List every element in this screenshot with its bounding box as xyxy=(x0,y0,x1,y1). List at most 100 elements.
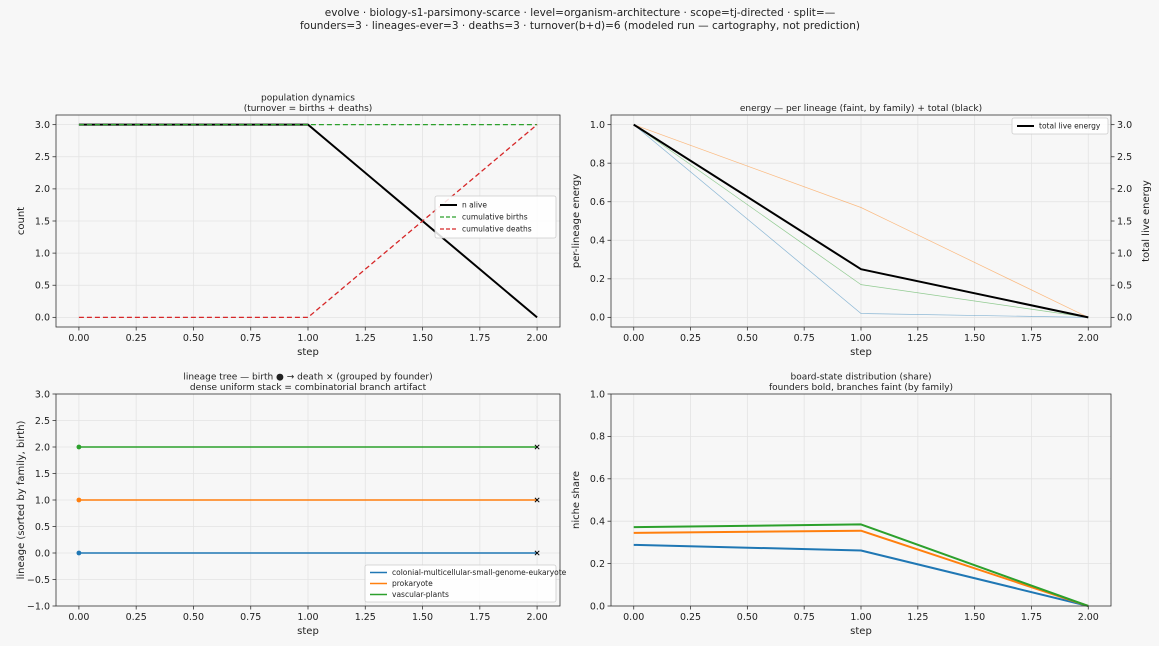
x-tick-label: 2.00 xyxy=(527,612,548,623)
suptitle-line-1: evolve · biology-s1-parsimony-scarce · l… xyxy=(325,7,835,19)
legend-label-0: total live energy xyxy=(1039,122,1101,131)
birth-marker-0 xyxy=(76,550,82,556)
y-tick-label: 0.5 xyxy=(35,281,50,292)
panel-title-line-1: lineage tree — birth ● → death × (groupe… xyxy=(183,373,432,383)
y-tick-label: 1.0 xyxy=(35,248,50,259)
panel-title-line-1: energy — per lineage (faint, by family) … xyxy=(740,104,982,114)
y-tick-label: 0.8 xyxy=(590,158,605,169)
x-axis-label: step xyxy=(850,626,872,637)
x-tick-label: 1.75 xyxy=(1021,612,1042,623)
y-right-tick-label: 3.0 xyxy=(1117,120,1132,131)
y-right-axis-label: total live energy xyxy=(1141,180,1152,262)
x-tick-label: 0.00 xyxy=(68,333,89,344)
x-tick-label: 1.00 xyxy=(297,333,318,344)
panel-title-line-1: board-state distribution (share) xyxy=(790,373,931,383)
legend-label-0: colonial-multicellular-small-genome-euka… xyxy=(392,568,567,577)
legend-box xyxy=(434,195,557,239)
x-tick-label: 0.50 xyxy=(737,612,758,623)
x-tick-label: 2.00 xyxy=(1078,333,1099,344)
y-tick-label: 2.5 xyxy=(35,152,50,163)
x-tick-label: 1.75 xyxy=(469,333,490,344)
y-tick-label: 1.0 xyxy=(590,120,605,131)
y-tick-label: −0.5 xyxy=(27,575,50,586)
x-tick-label: 1.25 xyxy=(907,612,928,623)
legend-label-0: n alive xyxy=(462,201,487,210)
y-tick-label: 0.6 xyxy=(590,197,605,208)
legend-label-1: prokaryote xyxy=(392,579,433,588)
y-tick-label: −1.0 xyxy=(27,601,50,612)
x-tick-label: 1.75 xyxy=(1021,333,1042,344)
x-tick-label: 0.50 xyxy=(737,333,758,344)
series-line-3 xyxy=(633,123,1089,319)
series-line-2 xyxy=(78,124,538,319)
legend-label-1: cumulative births xyxy=(462,213,528,222)
x-tick-label: 0.00 xyxy=(623,333,644,344)
y-tick-label: 0.2 xyxy=(590,559,605,570)
y-tick-label: 1.5 xyxy=(35,216,50,227)
suptitle-line-2: founders=3 · lineages-ever=3 · deaths=3 … xyxy=(300,20,860,32)
x-axis-label: step xyxy=(297,347,319,358)
y-tick-label: 0.0 xyxy=(590,601,605,612)
y-tick-label: 1.0 xyxy=(35,495,50,506)
y-tick-label: 2.0 xyxy=(35,442,50,453)
y-tick-label: 2.5 xyxy=(35,416,50,427)
x-tick-label: 0.75 xyxy=(794,612,815,623)
y-right-tick-label: 0.0 xyxy=(1117,313,1132,324)
y-tick-label: 0.0 xyxy=(590,313,605,324)
legend-box xyxy=(364,564,557,603)
panel-lineage-tree: 0.00 0.25 0.50 0.75 1.00 1.25 1.50 1.75 2.00 −1.0… xyxy=(16,373,567,638)
y-tick-label: 0.8 xyxy=(590,432,605,443)
panel-title-line-2: founders bold, branches faint (by family… xyxy=(769,383,953,393)
series-line-2 xyxy=(633,523,1089,607)
birth-marker-2 xyxy=(76,444,82,450)
x-tick-label: 0.50 xyxy=(183,333,204,344)
panel-title-line-1: population dynamics xyxy=(261,94,355,104)
panel-board-state: 0.00 0.25 0.50 0.75 1.00 1.25 1.50 1.75 2.00 0.0 0… xyxy=(571,373,1112,637)
y-tick-label: 0.6 xyxy=(590,474,605,485)
x-tick-label: 0.00 xyxy=(623,612,644,623)
x-tick-label: 0.75 xyxy=(794,333,815,344)
panel-population: 0.00 0.25 0.50 0.75 1.00 1.25 1.50 1.75 2.00 0.0 0… xyxy=(16,94,561,358)
x-tick-label: 1.25 xyxy=(907,333,928,344)
series-line-2 xyxy=(633,124,1089,318)
panel-energy: 0.00 0.25 0.50 0.75 1.00 1.25 1.50 1.75 2.00 0.0 0… xyxy=(571,104,1152,358)
series-line-0 xyxy=(633,124,1089,318)
x-tick-label: 0.75 xyxy=(240,612,261,623)
x-tick-label: 0.75 xyxy=(240,333,261,344)
x-tick-label: 2.00 xyxy=(527,333,548,344)
x-axis-label: step xyxy=(850,347,872,358)
x-tick-label: 1.50 xyxy=(412,333,433,344)
x-tick-label: 1.50 xyxy=(964,333,985,344)
x-tick-label: 2.00 xyxy=(1078,612,1099,623)
x-tick-label: 0.25 xyxy=(126,333,147,344)
x-tick-label: 1.25 xyxy=(355,612,376,623)
panel-title-line-2: (turnover = births + deaths) xyxy=(244,104,373,114)
x-tick-label: 0.25 xyxy=(680,333,701,344)
x-tick-label: 1.50 xyxy=(964,612,985,623)
legend-box xyxy=(1011,117,1109,135)
x-tick-label: 1.00 xyxy=(850,333,871,344)
legend-label-2: vascular-plants xyxy=(392,590,449,599)
y-axis-label: per-lineage energy xyxy=(571,174,582,268)
y-right-tick-label: 2.5 xyxy=(1117,152,1132,163)
y-axis-label: lineage (sorted by family, birth) xyxy=(16,420,27,579)
y-tick-label: 3.0 xyxy=(35,120,50,131)
y-axis-label: niche share xyxy=(571,471,582,529)
x-tick-label: 1.00 xyxy=(297,612,318,623)
legend-label-2: cumulative deaths xyxy=(462,225,532,234)
y-tick-label: 0.4 xyxy=(590,236,605,247)
y-tick-label: 0.0 xyxy=(35,313,50,324)
x-tick-label: 0.25 xyxy=(126,612,147,623)
series-line-1 xyxy=(633,529,1089,607)
y-tick-label: 0.0 xyxy=(35,548,50,559)
y-right-tick-label: 0.5 xyxy=(1117,281,1132,292)
y-axis-label: count xyxy=(16,207,27,235)
death-marker-1 xyxy=(534,497,540,503)
x-tick-label: 0.25 xyxy=(680,612,701,623)
y-tick-label: 2.0 xyxy=(35,184,50,195)
y-right-tick-label: 2.0 xyxy=(1117,184,1132,195)
x-axis-label: step xyxy=(297,626,319,637)
panel-title-line-2: dense uniform stack = combinatorial bran… xyxy=(190,383,427,393)
y-tick-label: 0.5 xyxy=(35,522,50,533)
